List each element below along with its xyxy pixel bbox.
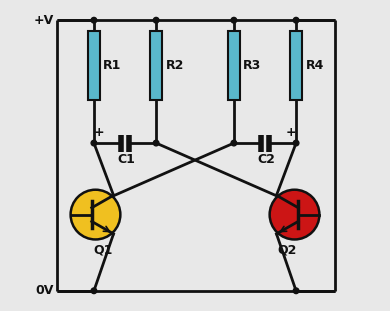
Circle shape [231,17,237,23]
Text: R3: R3 [243,59,261,72]
Circle shape [153,17,159,23]
Text: +V: +V [33,14,53,27]
Bar [150,31,162,100]
Circle shape [269,190,319,239]
Circle shape [293,288,299,294]
Circle shape [153,140,159,146]
Circle shape [293,140,299,146]
Text: Q2: Q2 [277,244,296,257]
Text: C2: C2 [257,153,275,166]
Circle shape [293,17,299,23]
Text: +: + [94,126,104,139]
Text: 0V: 0V [35,284,53,297]
Circle shape [91,140,97,146]
Circle shape [71,190,121,239]
Bar [88,31,100,100]
Bar [290,31,302,100]
Circle shape [91,17,97,23]
Text: Q1: Q1 [94,244,113,257]
Circle shape [91,288,97,294]
Text: C1: C1 [118,153,135,166]
Text: R1: R1 [103,59,122,72]
Bar [228,31,240,100]
Text: +: + [285,126,296,139]
Circle shape [231,140,237,146]
Text: R2: R2 [165,59,184,72]
Text: R4: R4 [305,59,324,72]
